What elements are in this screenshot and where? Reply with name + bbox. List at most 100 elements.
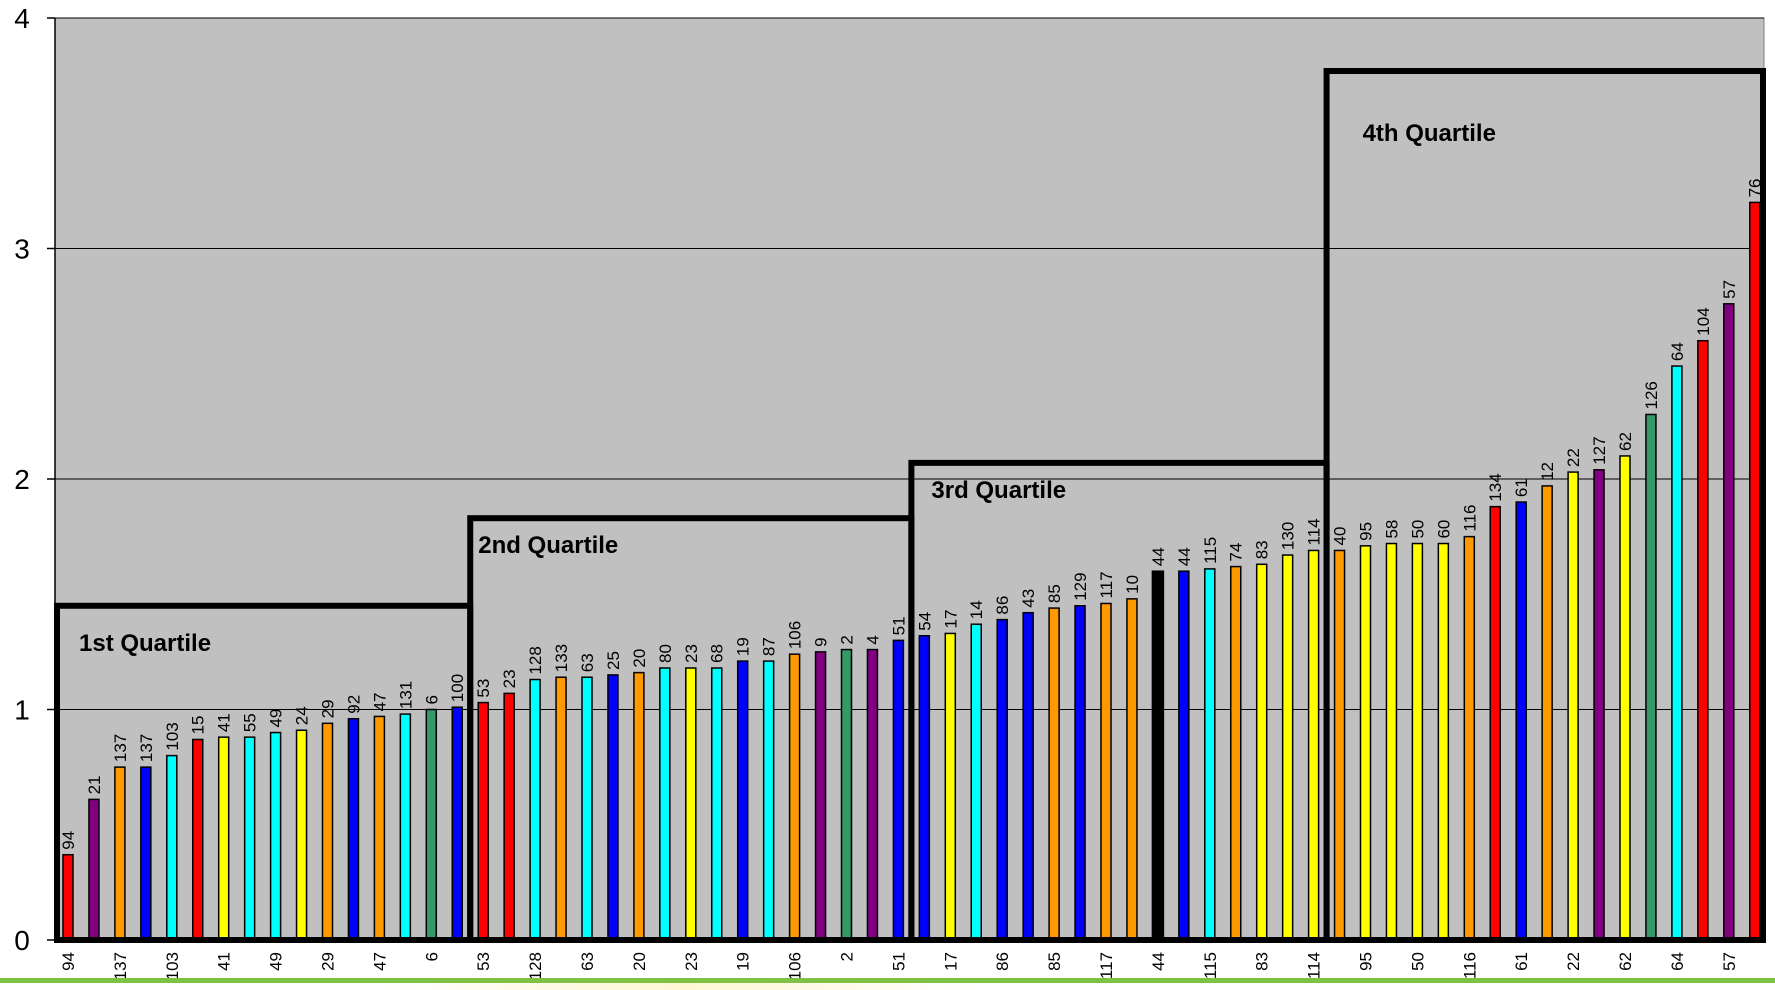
bar: [711, 667, 723, 941]
data-label: 23: [682, 644, 701, 663]
bar: [1645, 413, 1657, 941]
x-tick-label: 6: [422, 952, 441, 961]
data-label: 58: [1382, 520, 1401, 539]
bar: [217, 736, 230, 941]
bar: [736, 660, 749, 941]
x-axis: 94 137 103 41 49 29 47 6 53 128 63 20 23 19 106 2 51 17 86…: [59, 952, 1739, 980]
bar: [1619, 455, 1631, 941]
bar: [1022, 611, 1034, 941]
x-tick-label: 50: [1408, 952, 1427, 971]
bar: [607, 674, 619, 941]
data-label: 20: [630, 649, 649, 668]
bar: [1489, 505, 1501, 941]
data-label: 104: [1694, 307, 1713, 335]
data-label: 114: [1305, 518, 1324, 545]
bar: [1723, 303, 1735, 941]
bar: [529, 678, 541, 941]
quartile-label: 4th Quartile: [1363, 120, 1496, 147]
data-label: 4: [863, 635, 882, 644]
x-tick-label: 115: [1201, 952, 1220, 979]
data-label: 106: [786, 621, 805, 649]
data-label: 62: [1616, 432, 1635, 451]
x-tick-label: 64: [1668, 952, 1687, 971]
x-tick-label: 47: [370, 952, 389, 971]
bar: [243, 736, 256, 941]
bar: [1593, 469, 1605, 941]
data-label: 126: [1642, 381, 1661, 409]
bar: [1126, 598, 1138, 941]
x-tick-label: 114: [1305, 952, 1324, 979]
bar: [918, 634, 931, 941]
y-tick-label: 1: [14, 695, 30, 726]
bar: [1281, 554, 1294, 941]
data-label: 25: [604, 651, 623, 670]
bar: [1697, 339, 1709, 941]
x-tick-label: 41: [215, 952, 234, 971]
quartile-label: 1st Quartile: [79, 630, 211, 657]
bar: [788, 653, 801, 941]
data-label: 9: [812, 637, 831, 646]
data-label: 128: [526, 646, 545, 674]
bar: [659, 667, 671, 941]
x-tick-label: 2: [838, 952, 857, 961]
bar: [114, 766, 126, 941]
bar: [1074, 605, 1086, 941]
x-tick-label: 83: [1253, 952, 1272, 971]
data-label: 19: [734, 637, 753, 656]
x-tick-label: 17: [941, 952, 960, 971]
data-label: 117: [1097, 571, 1116, 598]
x-tick-label: 94: [59, 952, 78, 971]
data-label: 23: [500, 669, 519, 688]
data-label: 24: [293, 706, 312, 725]
quartile-box: [1323, 68, 1766, 943]
bar: [1359, 545, 1372, 941]
data-label: 54: [915, 612, 934, 631]
y-tick-label: 0: [14, 925, 30, 956]
data-label: 47: [370, 692, 389, 711]
bar: [1230, 565, 1242, 941]
x-tick-label: 62: [1616, 952, 1635, 971]
bar: [192, 738, 204, 941]
data-label: 57: [1720, 280, 1739, 299]
bar: [970, 623, 982, 941]
data-label: 134: [1486, 473, 1505, 501]
x-tick-label: 86: [993, 952, 1012, 971]
data-label: 130: [1279, 522, 1298, 550]
bar: [166, 754, 178, 941]
data-label: 68: [708, 644, 727, 663]
bar: [425, 708, 438, 941]
data-label: 137: [111, 734, 130, 762]
data-label: 86: [993, 596, 1012, 615]
quartile-label: 2nd Quartile: [478, 532, 618, 559]
bar: [1048, 607, 1060, 941]
footer-glow: [380, 983, 980, 990]
bar: [581, 676, 593, 941]
y-tick-label: 4: [14, 3, 30, 34]
bar: [555, 676, 567, 941]
data-label: 92: [344, 695, 363, 714]
data-label: 60: [1434, 520, 1453, 539]
data-label: 44: [1175, 547, 1194, 566]
data-label: 74: [1227, 543, 1246, 562]
data-label: 100: [448, 674, 467, 702]
data-label: 49: [267, 709, 286, 728]
bar: [140, 766, 152, 941]
data-label: 44: [1149, 547, 1168, 566]
x-tick-label: 19: [734, 952, 753, 971]
bar: [88, 798, 100, 941]
bar: [477, 701, 489, 941]
data-label: 21: [85, 775, 104, 794]
data-label: 63: [578, 653, 597, 672]
bar: [1463, 535, 1476, 941]
bar: [1255, 563, 1268, 941]
data-label: 12: [1538, 462, 1557, 481]
bar: [1307, 549, 1320, 941]
data-label: 95: [1357, 522, 1376, 541]
bar: [633, 671, 645, 941]
data-label: 17: [941, 610, 960, 629]
data-label: 127: [1590, 436, 1609, 464]
data-label: 40: [1331, 527, 1350, 546]
bar: [62, 853, 74, 941]
